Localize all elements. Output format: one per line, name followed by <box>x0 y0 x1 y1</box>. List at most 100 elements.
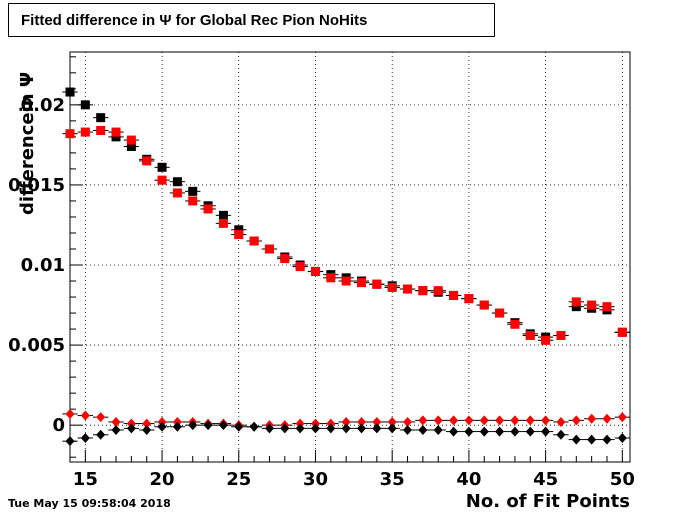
square-marker <box>188 196 198 206</box>
square-marker <box>65 129 75 139</box>
square-marker <box>142 156 152 166</box>
diamond-marker <box>341 416 351 427</box>
diamond-marker <box>433 415 443 426</box>
diamond-marker <box>295 423 305 434</box>
chart-title: Fitted difference in Ψ for Global Rec Pi… <box>8 3 495 37</box>
square-marker <box>203 204 213 214</box>
diamond-marker <box>617 432 627 443</box>
square-marker <box>387 282 397 292</box>
diamond-marker <box>510 426 520 437</box>
y-tick-label: 0.015 <box>8 175 65 196</box>
diamond-marker <box>357 416 367 427</box>
diamond-marker <box>571 415 581 426</box>
x-tick-label: 35 <box>380 469 405 490</box>
x-tick-label: 30 <box>303 469 328 490</box>
diamond-marker <box>449 415 459 426</box>
diamond-marker <box>617 412 627 423</box>
square-marker <box>234 225 244 235</box>
diamond-marker <box>479 426 489 437</box>
square-marker <box>157 162 167 172</box>
diamond-marker <box>464 415 474 426</box>
x-tick-label: 40 <box>456 469 481 490</box>
square-marker <box>126 135 136 145</box>
square-marker <box>403 284 413 294</box>
square-marker <box>341 276 351 286</box>
square-marker <box>96 125 106 135</box>
diamond-marker <box>326 423 336 434</box>
diamond-marker <box>602 434 612 445</box>
timestamp: Tue May 15 09:58:04 2018 <box>8 497 171 510</box>
square-marker <box>357 278 367 288</box>
diamond-marker <box>372 416 382 427</box>
diamond-marker <box>65 408 75 419</box>
diamond-marker <box>372 423 382 434</box>
square-marker <box>418 286 428 296</box>
diamond-marker <box>357 423 367 434</box>
y-axis-label: differencein Ψ <box>17 71 38 215</box>
diamond-marker <box>525 415 535 426</box>
square-marker <box>372 279 382 289</box>
square-marker <box>541 335 551 345</box>
diamond-marker <box>96 412 106 423</box>
square-marker <box>617 327 627 337</box>
square-marker <box>264 244 274 254</box>
square-marker <box>126 141 136 151</box>
square-marker <box>280 254 290 264</box>
square-marker <box>587 300 597 310</box>
diamond-marker <box>433 424 443 435</box>
diamond-marker <box>495 426 505 437</box>
square-marker <box>602 302 612 312</box>
diamond-marker <box>449 426 459 437</box>
diamond-marker <box>525 426 535 437</box>
diamond-marker <box>541 415 551 426</box>
square-marker <box>218 218 228 228</box>
y-tick-label: 0.02 <box>21 95 65 116</box>
x-tick-label: 50 <box>610 469 635 490</box>
diamond-marker <box>602 413 612 424</box>
square-marker <box>510 319 520 329</box>
diamond-marker <box>479 415 489 426</box>
diamond-marker <box>264 423 274 434</box>
square-marker <box>172 177 182 187</box>
diamond-marker <box>280 423 290 434</box>
plot-frame <box>69 51 631 463</box>
diamond-marker <box>142 418 152 429</box>
diamond-marker <box>556 429 566 440</box>
diamond-marker <box>403 416 413 427</box>
square-marker <box>96 113 106 123</box>
diamond-marker <box>234 421 244 432</box>
y-tick-label: 0.005 <box>8 335 65 356</box>
diamond-marker <box>310 423 320 434</box>
diamond-marker <box>510 415 520 426</box>
square-marker <box>157 175 167 185</box>
diamond-marker <box>587 413 597 424</box>
diamond-marker <box>65 436 75 447</box>
y-tick-label: 0 <box>52 415 65 436</box>
square-marker <box>80 127 90 137</box>
square-marker <box>111 132 121 142</box>
diamond-marker <box>387 423 397 434</box>
diamond-marker <box>403 424 413 435</box>
diamond-marker <box>80 410 90 421</box>
square-marker <box>449 290 459 300</box>
diamond-marker <box>464 426 474 437</box>
square-marker <box>111 127 121 137</box>
diamond-marker <box>571 434 581 445</box>
square-marker <box>495 308 505 318</box>
diamond-marker <box>142 424 152 435</box>
x-tick-label: 15 <box>73 469 98 490</box>
diamond-marker <box>556 416 566 427</box>
diamond-marker <box>96 429 106 440</box>
square-marker <box>479 300 489 310</box>
square-marker <box>218 210 228 220</box>
data-markers <box>62 87 630 447</box>
diamond-marker <box>172 421 182 432</box>
diamond-marker <box>126 423 136 434</box>
diamond-marker <box>80 432 90 443</box>
square-marker <box>249 236 259 246</box>
square-marker <box>464 294 474 304</box>
diamond-marker <box>157 421 167 432</box>
diamond-marker <box>111 424 121 435</box>
diamond-marker <box>387 416 397 427</box>
